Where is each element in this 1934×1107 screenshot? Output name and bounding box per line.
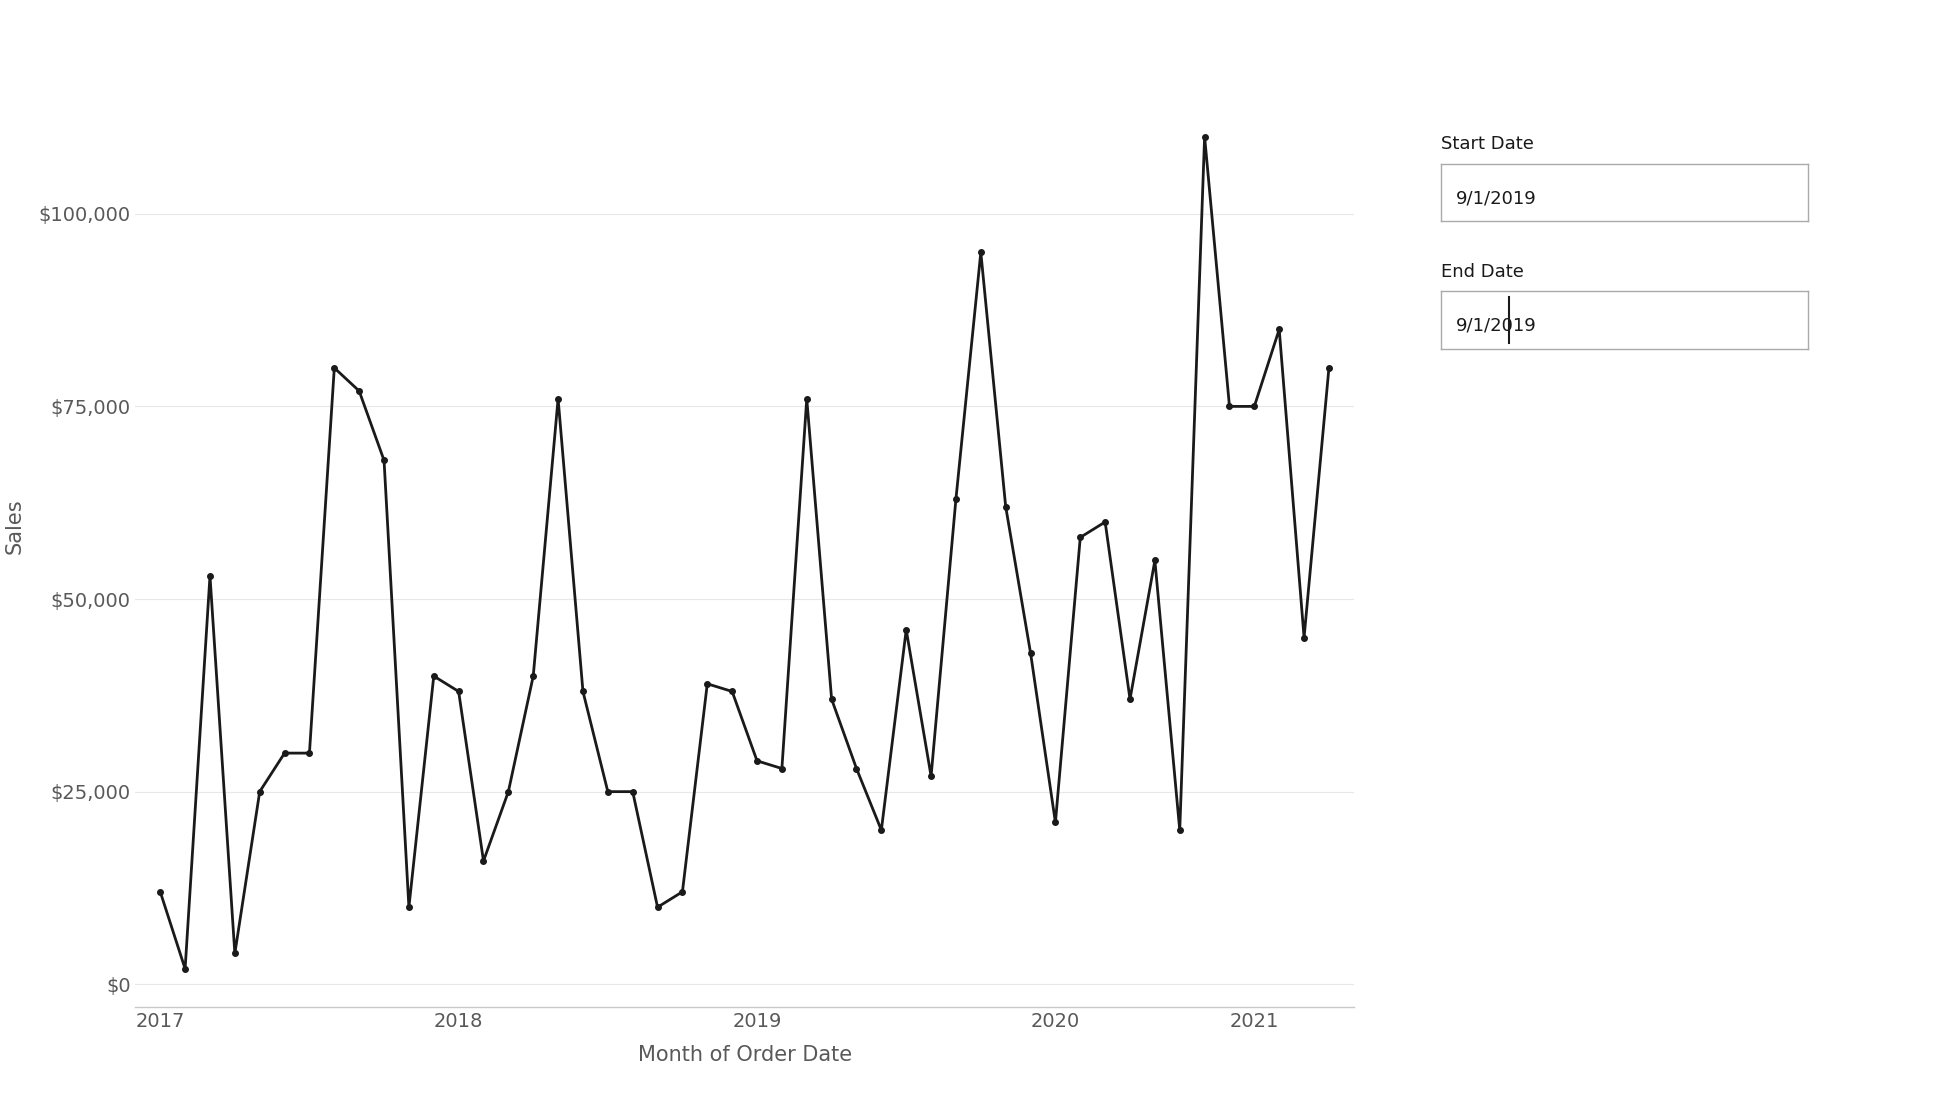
Text: Start Date: Start Date <box>1441 135 1534 154</box>
Text: 9/1/2019: 9/1/2019 <box>1456 189 1536 207</box>
Text: 9/1/2019: 9/1/2019 <box>1456 317 1536 334</box>
X-axis label: Month of Order Date: Month of Order Date <box>638 1045 851 1065</box>
Y-axis label: Sales: Sales <box>4 498 25 554</box>
Text: End Date: End Date <box>1441 262 1524 281</box>
